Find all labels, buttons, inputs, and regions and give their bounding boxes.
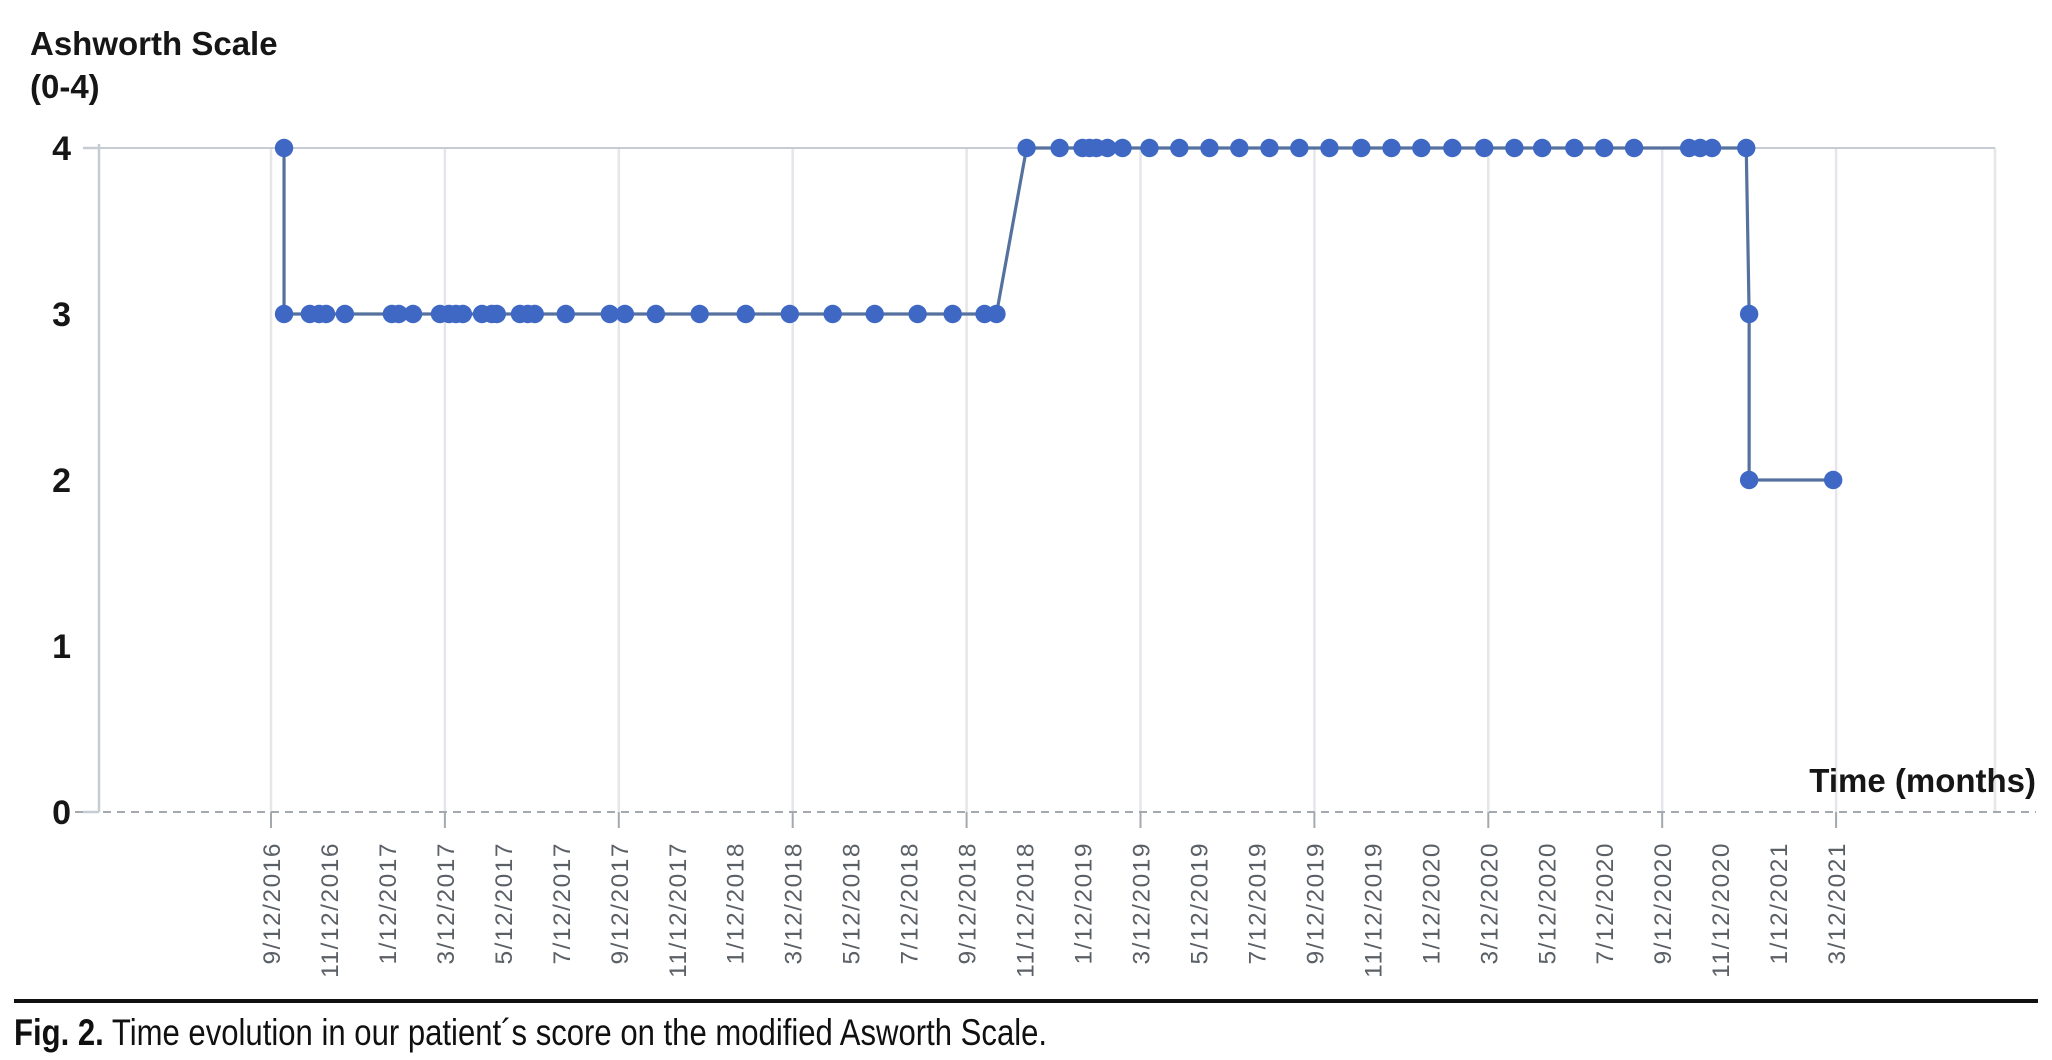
data-point-marker (823, 304, 842, 324)
x-tick-label: 1/12/2021 (1766, 842, 1793, 965)
data-point-marker (1702, 138, 1722, 158)
data-point-marker (1200, 138, 1219, 158)
data-point-marker (780, 304, 799, 324)
data-point-marker (1412, 138, 1431, 158)
data-point-marker (1475, 138, 1494, 158)
figure-caption-body: Time evolution in our patient´s score on… (103, 1012, 1048, 1053)
figure-caption: Fig. 2. Time evolution in our patient´s … (14, 999, 2038, 1054)
data-point-marker (865, 304, 884, 324)
data-point-marker (943, 304, 962, 324)
y-tick-label: 0 (52, 794, 71, 832)
data-point-marker (403, 304, 423, 324)
x-tick-label: 9/12/2020 (1650, 842, 1677, 965)
figure-caption-text: Fig. 2. Time evolution in our patient´s … (14, 1012, 1047, 1054)
x-tick-label: 11/12/2020 (1708, 842, 1735, 978)
x-tick-label: 3/12/2017 (433, 842, 460, 965)
data-point-marker (335, 304, 355, 324)
data-point-marker (1823, 470, 1843, 490)
data-point-marker (1320, 138, 1339, 158)
data-point-marker (1532, 138, 1552, 158)
data-point-marker (690, 304, 709, 324)
x-tick-label: 5/12/2018 (839, 842, 866, 965)
data-point-marker (1624, 138, 1644, 158)
data-point-marker (453, 304, 473, 324)
data-point-marker (600, 304, 620, 324)
data-point-marker (736, 304, 755, 324)
data-point-marker (987, 304, 1006, 324)
data-point-marker (1113, 138, 1132, 158)
data-point-marker (487, 304, 506, 324)
data-point-marker (1260, 138, 1279, 158)
data-point-marker (1739, 304, 1759, 324)
x-tick-label: 11/12/2019 (1360, 842, 1387, 978)
x-tick-label: 7/12/2017 (549, 842, 576, 965)
data-point-marker (1017, 138, 1036, 158)
data-point-marker (1565, 138, 1584, 158)
data-point-marker (525, 304, 544, 324)
figure-caption-label: Fig. 2. (14, 1012, 104, 1053)
y-axis-title-line1: Ashworth Scale (30, 25, 278, 62)
x-tick-label: 7/12/2019 (1244, 842, 1271, 965)
data-point-marker (1050, 138, 1069, 158)
data-point-marker (1230, 138, 1249, 158)
x-axis-title: Time (months) (1809, 762, 2036, 799)
x-tick-label: 5/12/2020 (1534, 842, 1561, 965)
data-point-marker (1595, 138, 1614, 158)
data-point-marker (908, 304, 927, 324)
data-point-marker (1382, 138, 1401, 158)
x-tick-label: 3/12/2019 (1128, 842, 1155, 965)
x-tick-label: 3/12/2021 (1824, 842, 1851, 965)
data-point-marker (1737, 138, 1756, 158)
y-tick-label: 1 (52, 628, 71, 666)
y-tick-label: 4 (52, 130, 71, 168)
y-axis-title: Ashworth Scale (0-4) (30, 22, 278, 108)
data-point-marker (316, 304, 336, 324)
data-point-marker (1290, 138, 1309, 158)
x-tick-label: 7/12/2020 (1592, 842, 1619, 965)
y-tick-label: 3 (52, 296, 71, 334)
x-tick-label: 11/12/2018 (1013, 842, 1040, 978)
x-tick-label: 9/12/2016 (259, 842, 286, 965)
data-point-marker (556, 304, 575, 324)
data-point-marker (615, 304, 635, 324)
x-tick-label: 9/12/2018 (955, 842, 982, 965)
x-tick-label: 1/12/2020 (1418, 842, 1445, 965)
data-point-marker (1505, 138, 1524, 158)
data-point-marker (1098, 138, 1117, 158)
data-point-marker (646, 304, 666, 324)
x-tick-label: 3/12/2018 (781, 842, 808, 965)
x-tick-label: 3/12/2020 (1476, 842, 1503, 965)
x-tick-label: 5/12/2017 (491, 842, 518, 965)
data-point-marker (274, 304, 294, 324)
x-tick-label: 11/12/2017 (665, 842, 692, 978)
x-tick-label: 1/12/2017 (375, 842, 402, 965)
y-axis-title-line2: (0-4) (30, 68, 100, 105)
x-tick-label: 1/12/2019 (1071, 842, 1098, 965)
data-point-marker (389, 304, 409, 324)
data-point-marker (1140, 138, 1159, 158)
data-point-marker (1739, 470, 1759, 490)
x-tick-label: 9/12/2017 (607, 842, 634, 965)
x-tick-label: 11/12/2016 (317, 842, 344, 978)
data-point-marker (1170, 138, 1189, 158)
data-point-marker (274, 138, 294, 158)
x-tick-label: 7/12/2018 (897, 842, 924, 965)
data-point-marker (1352, 138, 1371, 158)
x-tick-label: 5/12/2019 (1186, 842, 1213, 965)
x-tick-label: 1/12/2018 (723, 842, 750, 965)
data-point-marker (1443, 138, 1462, 158)
x-tick-label: 9/12/2019 (1302, 842, 1329, 965)
y-tick-label: 2 (52, 462, 71, 500)
